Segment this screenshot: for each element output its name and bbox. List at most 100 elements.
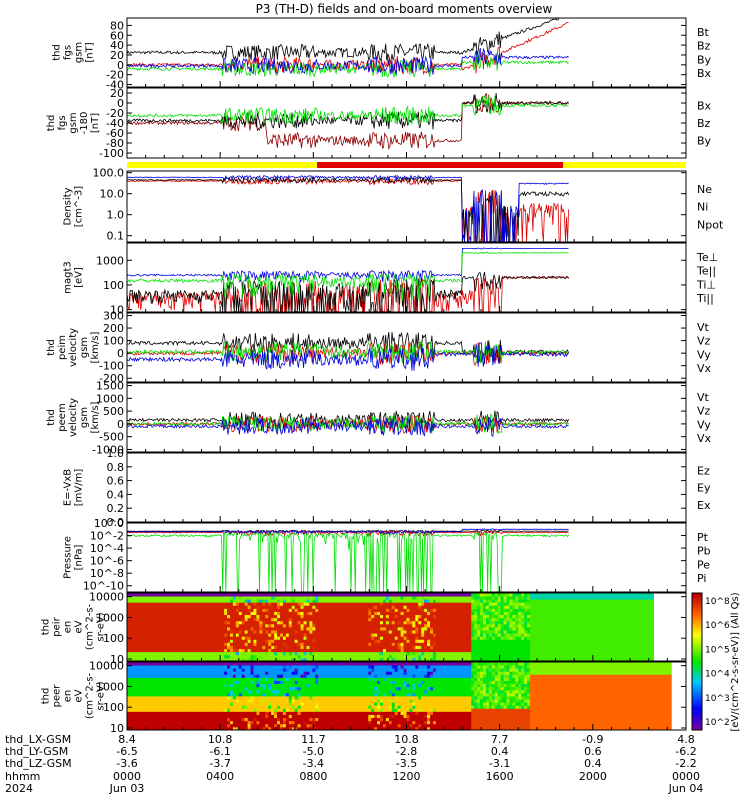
heatmap-cell	[365, 651, 369, 656]
heatmap-cell	[615, 614, 619, 619]
heatmap-cell	[274, 617, 278, 622]
heatmap-cell	[577, 593, 581, 597]
heatmap-cell	[577, 617, 581, 622]
heatmap-cell	[197, 614, 201, 619]
heatmap-cell	[441, 605, 446, 609]
heatmap-cell	[424, 599, 428, 603]
heatmap-cell	[512, 596, 516, 600]
heatmap-cell	[521, 639, 525, 643]
heatmap-cell	[147, 599, 151, 603]
heatmap-cell	[147, 639, 151, 643]
heatmap-cell	[482, 614, 487, 619]
heatmap-cell	[624, 651, 628, 656]
heatmap-cell	[412, 605, 416, 609]
heatmap-cell	[503, 639, 507, 643]
heatmap-cell	[444, 639, 449, 643]
heatmap-cell	[550, 642, 554, 646]
heatmap-cell	[374, 602, 378, 606]
heatmap-cell	[506, 654, 510, 659]
heatmap-cell	[327, 651, 331, 656]
heatmap-cell	[297, 623, 301, 628]
heatmap-cell	[182, 636, 187, 640]
heatmap-cell	[288, 614, 293, 619]
heatmap-cell	[615, 654, 619, 659]
heatmap-cell	[477, 593, 481, 597]
heatmap-cell	[294, 608, 299, 612]
heatmap-cell	[559, 605, 563, 609]
heatmap-cell	[200, 623, 204, 628]
heatmap-cell	[191, 630, 196, 634]
heatmap-cell	[403, 605, 407, 609]
heatmap-cell	[468, 614, 472, 619]
heatmap-cell	[144, 651, 148, 656]
heatmap-cell	[500, 593, 504, 597]
heatmap-cell	[385, 648, 390, 653]
heatmap-cell	[524, 639, 528, 643]
heatmap-cell	[227, 654, 231, 659]
heatmap-cell	[568, 623, 572, 628]
heatmap-cell	[279, 593, 284, 597]
heatmap-cell	[347, 633, 351, 637]
heatmap-cell	[550, 596, 554, 600]
heatmap-cell	[156, 708, 160, 712]
heatmap-cell	[515, 593, 519, 597]
heatmap-cell	[412, 651, 416, 656]
heatmap-cell	[603, 596, 607, 600]
heatmap-cell	[462, 596, 466, 600]
heatmap-cell	[347, 657, 351, 662]
heatmap-cell	[447, 599, 452, 603]
heatmap-cell	[224, 602, 228, 606]
heatmap-cell	[583, 627, 587, 631]
heatmap-cell	[341, 642, 346, 646]
heatmap-cell	[385, 608, 390, 612]
heatmap-cell	[182, 642, 187, 646]
heatmap-cell	[291, 620, 296, 625]
heatmap-cell	[232, 636, 237, 640]
heatmap-cell	[515, 639, 519, 643]
heatmap-cell	[206, 602, 210, 606]
heatmap-cell	[459, 614, 463, 619]
heatmap-cell	[182, 620, 187, 625]
heatmap-cell	[594, 633, 599, 637]
heatmap-cell	[153, 692, 157, 697]
heatmap-cell	[400, 627, 404, 631]
heatmap-cell	[462, 593, 466, 597]
heatmap-cell	[488, 620, 493, 625]
heatmap-cell	[218, 633, 222, 637]
heatmap-cell	[400, 605, 404, 609]
panel-frame	[126, 382, 687, 453]
y-label-line: [eV]	[74, 267, 85, 288]
heatmap-cell	[159, 593, 163, 597]
heatmap-cell	[521, 605, 525, 609]
heatmap-cell	[156, 605, 160, 609]
heatmap-cell	[288, 633, 293, 637]
heatmap-cell	[132, 683, 137, 688]
heatmap-cell	[138, 633, 143, 637]
heatmap-cell	[638, 645, 643, 650]
heatmap-cell	[380, 627, 384, 631]
heatmap-cell	[171, 702, 175, 706]
heatmap-cell	[388, 608, 393, 612]
heatmap-cell	[129, 627, 134, 631]
heatmap-cell	[553, 645, 557, 650]
heatmap-cell	[415, 642, 419, 646]
heatmap-cell	[550, 605, 554, 609]
heatmap-cell	[577, 605, 581, 609]
heatmap-cell	[609, 639, 613, 643]
y-label-line: gsm	[79, 407, 90, 428]
heatmap-cell	[165, 674, 169, 678]
heatmap-cell	[630, 636, 634, 640]
heatmap-cell	[259, 648, 263, 653]
heatmap-cell	[447, 633, 452, 637]
heatmap-cell	[321, 614, 325, 619]
heatmap-cell	[424, 620, 428, 625]
heatmap-cell	[194, 717, 199, 722]
heatmap-cell	[415, 611, 419, 616]
heatmap-cell	[488, 614, 493, 619]
heatmap-cell	[471, 633, 475, 637]
heatmap-cell	[462, 602, 466, 606]
heatmap-cell	[315, 605, 319, 609]
heatmap-cell	[541, 617, 546, 622]
heatmap-cell	[356, 608, 360, 612]
